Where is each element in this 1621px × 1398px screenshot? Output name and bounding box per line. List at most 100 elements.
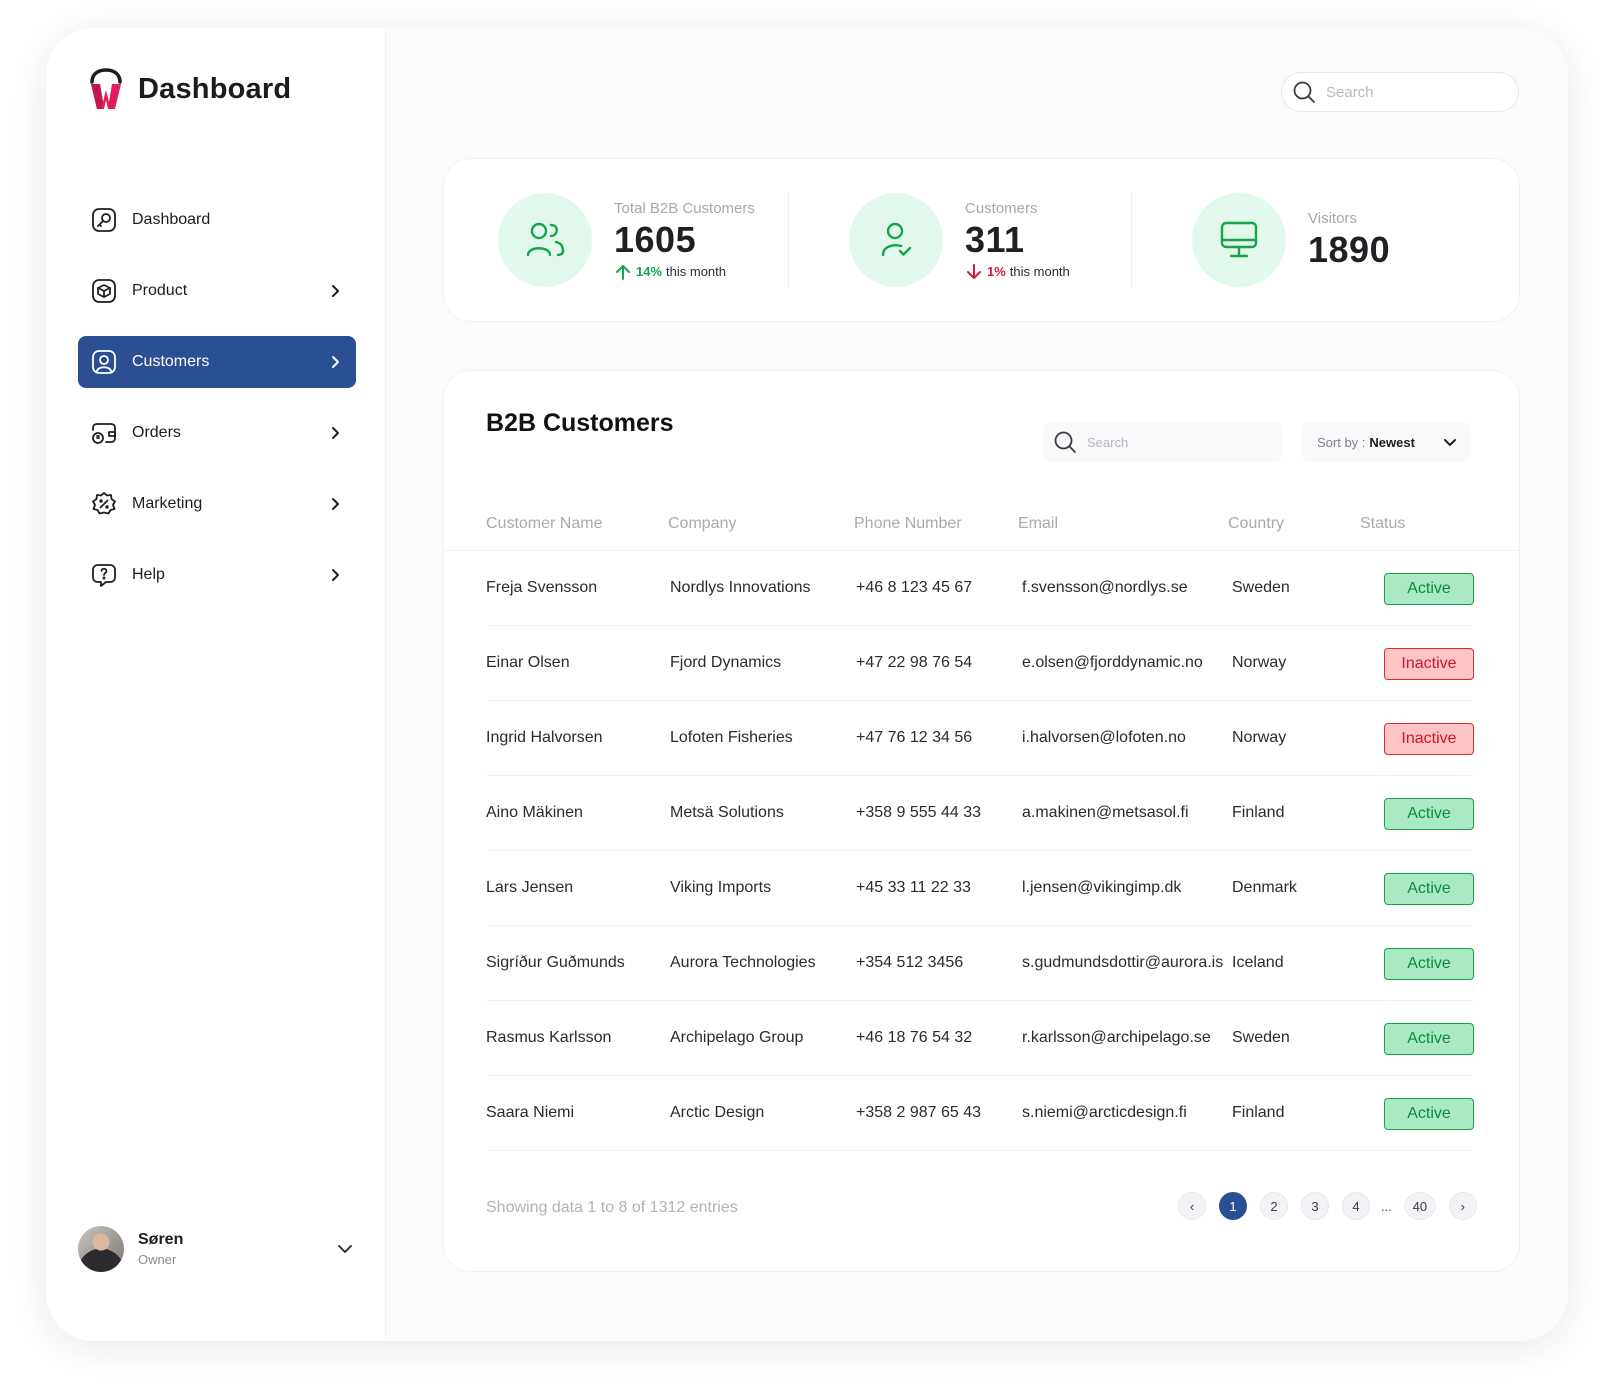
- cell-email: s.niemi@arcticdesign.fi: [1022, 1104, 1187, 1121]
- pagination: ‹ 1 2 3 4 ... 40 ›: [1178, 1191, 1490, 1221]
- trend-percent: 14%: [636, 264, 663, 279]
- cell-country: Iceland: [1232, 954, 1284, 971]
- brand-logo-icon: [90, 68, 122, 109]
- chevron-right-icon: [326, 424, 344, 442]
- column-header[interactable]: Country: [1228, 515, 1285, 532]
- column-header[interactable]: Email: [1018, 515, 1059, 532]
- stat-icon-circle: [849, 193, 943, 287]
- cell-email: l.jensen@vikingimp.dk: [1022, 879, 1182, 896]
- cell-country: Norway: [1232, 729, 1287, 746]
- stat-value: 1890: [1308, 228, 1391, 270]
- sidebar-item-product[interactable]: Product: [78, 265, 356, 317]
- avatar: [78, 1226, 124, 1272]
- column-header[interactable]: Company: [668, 515, 737, 532]
- sort-label: Sort by :: [1317, 434, 1366, 450]
- stat-icon-circle: [498, 193, 592, 287]
- cell-phone: +46 8 123 45 67: [856, 579, 973, 596]
- key-square-icon: [90, 206, 118, 234]
- stat-visitors: Visitors 1890: [1192, 159, 1390, 321]
- brand[interactable]: Dashboard: [88, 64, 291, 114]
- table-row[interactable]: Sigríður Guðmunds Aurora Technologies +354…: [486, 926, 1474, 1001]
- user-profile[interactable]: Søren Owner: [78, 1224, 356, 1274]
- search-input[interactable]: [1326, 83, 1496, 101]
- cell-company: Viking Imports: [670, 879, 772, 896]
- sidebar: Dashboard Dashboard: [46, 28, 386, 1341]
- cube-icon: [90, 277, 118, 305]
- column-header[interactable]: Phone Number: [854, 515, 962, 532]
- status-badge: Active: [1384, 573, 1474, 605]
- stat-trend: 14% this month: [614, 263, 755, 281]
- sidebar-item-marketing[interactable]: Marketing: [78, 478, 356, 530]
- cell-country: Finland: [1232, 804, 1285, 821]
- trend-text: this month: [1009, 264, 1070, 279]
- cell-name: Einar Olsen: [486, 654, 570, 671]
- app-window: Dashboard Dashboard: [46, 28, 1568, 1341]
- page-button[interactable]: 2: [1260, 1192, 1288, 1220]
- sidebar-item-label: Product: [132, 282, 188, 299]
- sidebar-item-customers[interactable]: Customers: [78, 336, 356, 388]
- cell-company: Fjord Dynamics: [670, 654, 782, 671]
- sort-dropdown[interactable]: Sort by : Newest: [1301, 421, 1471, 463]
- user-role: Owner: [138, 1252, 177, 1267]
- cell-name: Aino Mäkinen: [486, 804, 583, 821]
- column-header[interactable]: Status: [1360, 515, 1406, 532]
- table-row[interactable]: Saara Niemi Arctic Design +358 2 987 65 43…: [486, 1076, 1474, 1151]
- cell-name: Ingrid Halvorsen: [486, 729, 603, 746]
- cell-country: Sweden: [1232, 579, 1290, 596]
- cell-name: Sigríður Guðmunds: [486, 954, 625, 971]
- cell-phone: +358 2 987 65 43: [856, 1104, 982, 1121]
- next-page-button[interactable]: ›: [1448, 1192, 1477, 1220]
- cell-country: Sweden: [1232, 1029, 1290, 1046]
- trend-percent: 1%: [987, 264, 1006, 279]
- table-row[interactable]: Lars Jensen Viking Imports +45 33 11 22 33…: [486, 851, 1474, 926]
- user-check-icon: [881, 222, 912, 257]
- sidebar-item-dashboard[interactable]: Dashboard: [78, 194, 356, 246]
- table-row[interactable]: Ingrid Halvorsen Lofoten Fisheries +47 76 …: [486, 701, 1474, 776]
- prev-page-button[interactable]: ‹: [1178, 1192, 1206, 1220]
- cell-email: i.halvorsen@lofoten.no: [1022, 729, 1186, 746]
- stats-card: Total B2B Customers 1605 14% this month: [443, 158, 1520, 322]
- stat-divider: [788, 192, 789, 288]
- chevron-down-icon[interactable]: [334, 1238, 356, 1260]
- stat-total-b2b-customers: Total B2B Customers 1605 14% this month: [498, 159, 788, 321]
- arrow-up-icon: [616, 264, 630, 280]
- sidebar-item-help[interactable]: Help: [78, 549, 356, 601]
- sidebar-item-orders[interactable]: Orders: [78, 407, 356, 459]
- cell-company: Aurora Technologies: [670, 954, 816, 971]
- table-search-input[interactable]: [1087, 434, 1267, 450]
- cell-phone: +354 512 3456: [856, 954, 964, 971]
- page-button[interactable]: 3: [1301, 1192, 1329, 1220]
- chevron-down-icon: [1443, 435, 1457, 449]
- stat-value: 1605: [614, 218, 697, 260]
- cell-country: Norway: [1232, 654, 1287, 671]
- page-button[interactable]: 4: [1342, 1192, 1370, 1220]
- cell-phone: +358 9 555 44 33: [856, 804, 982, 821]
- trend-text: this month: [666, 264, 727, 279]
- stat-trend: 1% this month: [965, 263, 1070, 281]
- cell-company: Nordlys Innovations: [670, 579, 811, 596]
- table-body: Freja Svensson Nordlys Innovations +46 8 1…: [486, 551, 1474, 1151]
- cell-email: r.karlsson@archipelago.se: [1022, 1029, 1211, 1046]
- stat-customers: Customers 311 1% this month: [849, 159, 1131, 321]
- message-question-icon: [90, 561, 118, 589]
- chevron-right-icon: [326, 282, 344, 300]
- user-square-icon: [90, 348, 118, 376]
- stat-label: Visitors: [1308, 209, 1357, 227]
- table-row[interactable]: Rasmus Karlsson Archipelago Group +46 18 7…: [486, 1001, 1474, 1076]
- sidebar-item-label: Marketing: [132, 495, 203, 512]
- column-header[interactable]: Customer Name: [486, 515, 603, 532]
- cell-company: Metsä Solutions: [670, 804, 784, 821]
- cell-country: Denmark: [1232, 879, 1297, 896]
- cell-email: s.gudmundsdottir@aurora.is: [1022, 954, 1224, 971]
- status-badge: Active: [1384, 1023, 1474, 1055]
- cell-email: f.svensson@nordlys.se: [1022, 579, 1188, 596]
- sidebar-nav: Dashboard Product: [78, 194, 356, 620]
- page-button[interactable]: 1: [1219, 1192, 1247, 1220]
- table-row[interactable]: Einar Olsen Fjord Dynamics +47 22 98 76 54…: [486, 626, 1474, 701]
- stat-value: 311: [965, 218, 1025, 260]
- stat-divider: [1131, 192, 1132, 288]
- cell-phone: +45 33 11 22 33: [856, 879, 971, 896]
- table-row[interactable]: Aino Mäkinen Metsä Solutions +358 9 555 44…: [486, 776, 1474, 851]
- page-button[interactable]: 40: [1403, 1192, 1436, 1220]
- table-row[interactable]: Freja Svensson Nordlys Innovations +46 8 1…: [486, 551, 1474, 626]
